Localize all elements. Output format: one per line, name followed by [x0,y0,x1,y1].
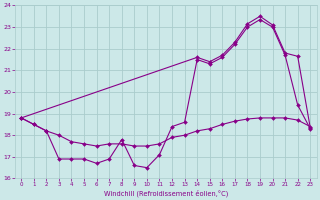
X-axis label: Windchill (Refroidissement éolien,°C): Windchill (Refroidissement éolien,°C) [104,189,228,197]
